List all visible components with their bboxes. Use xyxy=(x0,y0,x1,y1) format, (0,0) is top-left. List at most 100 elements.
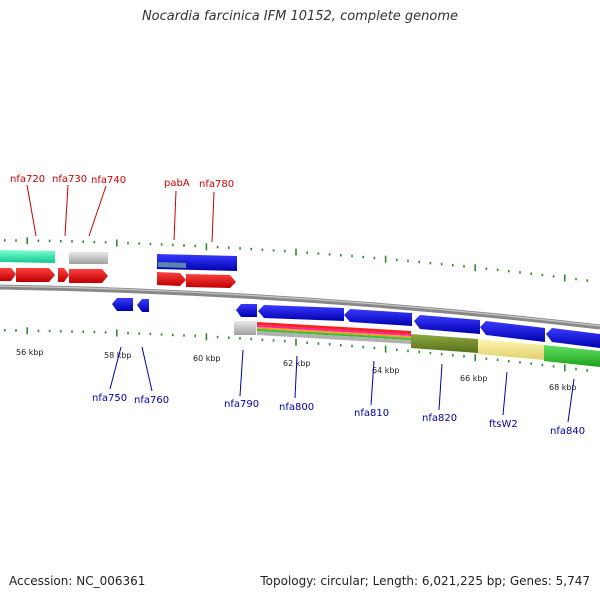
reverse-tick-track xyxy=(4,327,588,372)
gene-arrow-ftsW2[interactable] xyxy=(480,321,545,342)
reverse-tick xyxy=(4,329,6,332)
teal-feature xyxy=(0,250,55,263)
reverse-tick xyxy=(552,365,555,368)
leader-line xyxy=(64,184,69,237)
reverse-gene-labels: nfa750 nfa760 nfa790 nfa800 nfa810 nfa82… xyxy=(92,346,585,437)
reverse-tick xyxy=(418,350,420,354)
reverse-tick xyxy=(284,339,286,343)
forward-tick xyxy=(37,239,40,242)
forward-tick xyxy=(328,253,331,256)
reverse-tick xyxy=(508,359,510,363)
gene-label-nfa810[interactable]: nfa810 xyxy=(354,408,389,419)
gene-arrow-nfa800[interactable] xyxy=(258,305,344,321)
reverse-tick xyxy=(575,367,577,371)
leader-line xyxy=(141,346,153,392)
reverse-tick xyxy=(104,331,107,334)
forward-tick xyxy=(452,264,454,267)
gene-arrow-nfa720[interactable] xyxy=(0,268,16,281)
forward-tick xyxy=(261,248,264,251)
forward-tick xyxy=(552,275,555,278)
leader-line xyxy=(567,378,575,423)
reverse-tick xyxy=(239,337,241,340)
gene-arrow-nfa780[interactable] xyxy=(186,274,236,288)
genome-backbone xyxy=(0,284,600,330)
forward-tick xyxy=(160,243,163,246)
forward-tick xyxy=(351,254,353,258)
gene-label-pabA[interactable]: pabA xyxy=(164,178,190,189)
forward-tick xyxy=(373,256,376,260)
leader-line xyxy=(370,360,375,406)
stripe-gray xyxy=(257,331,411,344)
forward-tick xyxy=(362,255,364,259)
gene-label-nfa740[interactable]: nfa740 xyxy=(91,175,126,186)
stripe-red xyxy=(257,322,411,334)
forward-tick xyxy=(104,241,107,244)
forward-tick xyxy=(172,243,174,247)
reverse-tick xyxy=(71,330,73,333)
reverse-tick xyxy=(82,330,84,333)
forward-tick xyxy=(194,244,196,248)
stripe-orange xyxy=(257,327,411,338)
gene-label-nfa790[interactable]: nfa790 xyxy=(224,399,259,410)
gene-label-nfa820[interactable]: nfa820 xyxy=(422,413,457,424)
scale-label: 60 kbp xyxy=(193,354,221,363)
gene-arrow-nfa790[interactable] xyxy=(236,304,257,317)
reverse-tick xyxy=(373,346,376,350)
forward-tick xyxy=(272,249,275,252)
forward-tick xyxy=(284,249,286,253)
gene-arrow-nfa840[interactable] xyxy=(546,328,600,348)
reverse-tick xyxy=(328,343,331,346)
leader-line xyxy=(502,371,508,416)
reverse-tick xyxy=(317,342,320,345)
forward-tick xyxy=(541,273,544,277)
reverse-tick xyxy=(116,329,118,337)
gene-label-nfa730[interactable]: nfa730 xyxy=(52,174,87,185)
gene-arrow-nfa730[interactable] xyxy=(16,268,55,282)
gene-arrow-nfa820[interactable] xyxy=(414,315,480,334)
forward-tick xyxy=(82,240,84,243)
forward-tick xyxy=(116,239,118,247)
gene-arrow-nfa810[interactable] xyxy=(344,309,412,326)
gene-label-nfa760[interactable]: nfa760 xyxy=(134,395,169,406)
forward-tick xyxy=(418,260,420,264)
gray-feature-nfa790 xyxy=(234,321,256,335)
topology-text: Topology: circular; Length: 6,021,225 bp… xyxy=(260,574,590,588)
forward-tick xyxy=(71,240,73,243)
scale-label: 56 kbp xyxy=(16,348,44,357)
gene-arrow-nfa750[interactable] xyxy=(112,298,133,311)
reverse-tick xyxy=(93,330,96,334)
reverse-tick xyxy=(194,334,196,338)
gene-label-nfa780[interactable]: nfa780 xyxy=(199,179,234,190)
gene-label-nfa840[interactable]: nfa840 xyxy=(550,426,585,437)
gene-arrow-nfa740a[interactable] xyxy=(58,268,69,282)
forward-tick xyxy=(15,239,17,242)
gene-label-nfa750[interactable]: nfa750 xyxy=(92,393,127,404)
forward-tick xyxy=(463,265,465,268)
forward-tick xyxy=(496,268,499,272)
leader-line xyxy=(109,346,122,390)
forward-tick xyxy=(429,261,432,265)
forward-gene-labels: nfa720 nfa730 nfa740 pabA nfa780 xyxy=(10,174,234,243)
gene-label-ftsW2[interactable]: ftsW2 xyxy=(489,419,518,430)
leader-line xyxy=(88,185,107,237)
reverse-tick xyxy=(530,362,532,365)
reverse-tick xyxy=(586,369,588,372)
reverse-tick xyxy=(541,363,544,367)
reverse-tick xyxy=(261,338,264,341)
gene-arrow-nfa760[interactable] xyxy=(137,299,149,312)
green-feature xyxy=(544,345,600,367)
reverse-tick xyxy=(127,331,129,335)
forward-tick xyxy=(250,247,252,251)
reverse-tick xyxy=(384,345,387,353)
gene-arrow-pabA[interactable] xyxy=(157,272,186,286)
gene-label-nfa800[interactable]: nfa800 xyxy=(279,402,314,413)
forward-tick xyxy=(127,241,129,245)
gene-label-nfa720[interactable]: nfa720 xyxy=(10,174,45,185)
reverse-tick xyxy=(485,357,488,360)
gene-arrow-nfa740[interactable] xyxy=(69,269,108,283)
reverse-tick xyxy=(474,354,476,362)
reverse-tick xyxy=(351,344,353,348)
forward-tick xyxy=(239,247,241,250)
forward-tick xyxy=(138,242,140,245)
leader-line xyxy=(438,363,443,411)
